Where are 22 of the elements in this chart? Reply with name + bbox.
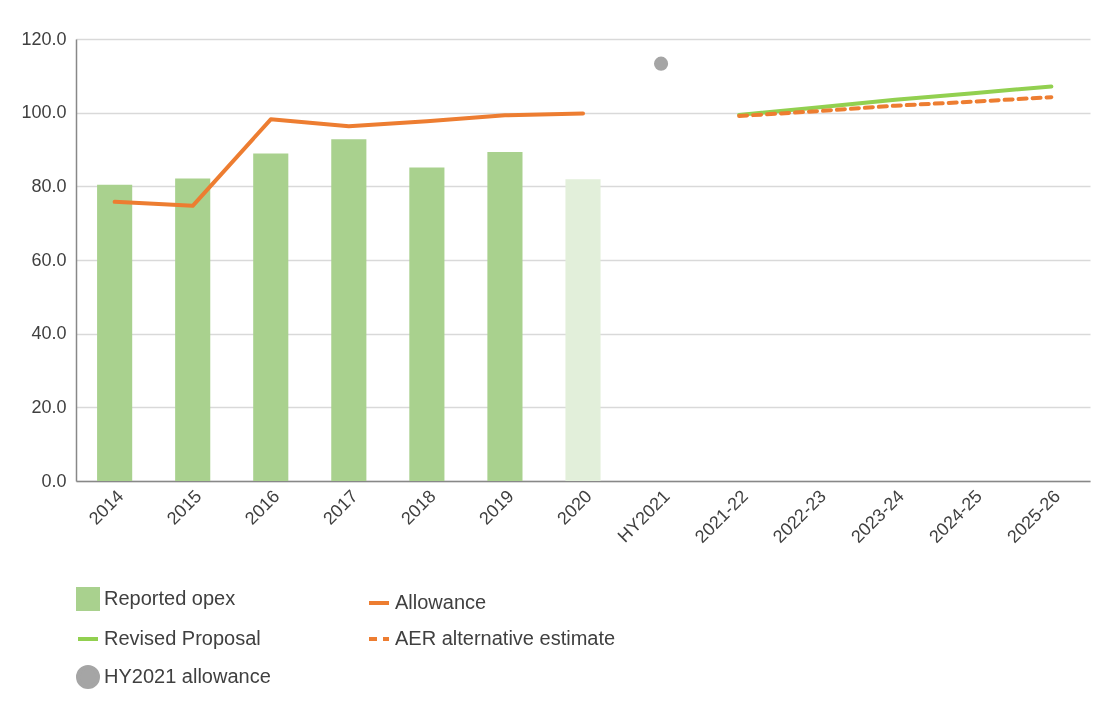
y-tick-label: 100.0	[21, 102, 67, 123]
y-tick-label: 60.0	[31, 249, 67, 270]
line-series	[737, 84, 1054, 117]
y-tick-label: 80.0	[31, 175, 67, 196]
legend-label: Reported opex	[104, 587, 236, 609]
line-series	[737, 95, 1054, 118]
bar	[175, 178, 211, 481]
y-tick-label: 20.0	[31, 396, 67, 417]
line-series	[112, 111, 585, 208]
bar	[487, 152, 523, 481]
bar	[253, 153, 289, 481]
legend-label: AER alternative estimate	[395, 627, 616, 649]
legend-label: HY2021 allowance	[104, 665, 271, 687]
bar	[565, 179, 601, 481]
legend-label: Allowance	[395, 591, 487, 613]
bar	[409, 167, 445, 481]
y-tick-label: 0.0	[41, 470, 67, 491]
bar	[331, 139, 367, 481]
y-tick-label: 40.0	[31, 323, 67, 344]
y-tick-label: 120.0	[21, 28, 67, 49]
legend-label: Revised Proposal	[104, 627, 261, 649]
bar	[97, 184, 133, 481]
